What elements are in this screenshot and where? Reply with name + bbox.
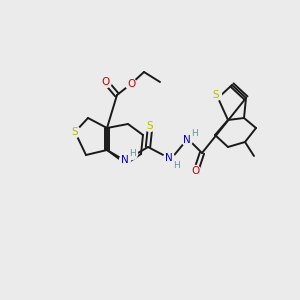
- Text: S: S: [213, 90, 219, 100]
- Text: S: S: [147, 121, 153, 131]
- Circle shape: [125, 79, 136, 89]
- Text: O: O: [127, 79, 135, 89]
- Text: S: S: [72, 127, 78, 137]
- Circle shape: [170, 160, 182, 170]
- Text: H: H: [172, 160, 179, 169]
- Text: H: H: [129, 149, 135, 158]
- Circle shape: [211, 89, 221, 100]
- Circle shape: [119, 154, 130, 166]
- Circle shape: [164, 152, 175, 164]
- Circle shape: [70, 127, 80, 137]
- Text: O: O: [191, 166, 199, 176]
- Circle shape: [145, 121, 155, 131]
- Circle shape: [127, 148, 137, 160]
- Circle shape: [182, 134, 193, 146]
- Text: N: N: [183, 135, 191, 145]
- Text: O: O: [102, 77, 110, 87]
- Circle shape: [190, 166, 200, 176]
- Circle shape: [188, 128, 200, 139]
- Text: N: N: [121, 155, 129, 165]
- Text: H: H: [190, 128, 197, 137]
- Circle shape: [100, 76, 112, 88]
- Text: N: N: [165, 153, 173, 163]
